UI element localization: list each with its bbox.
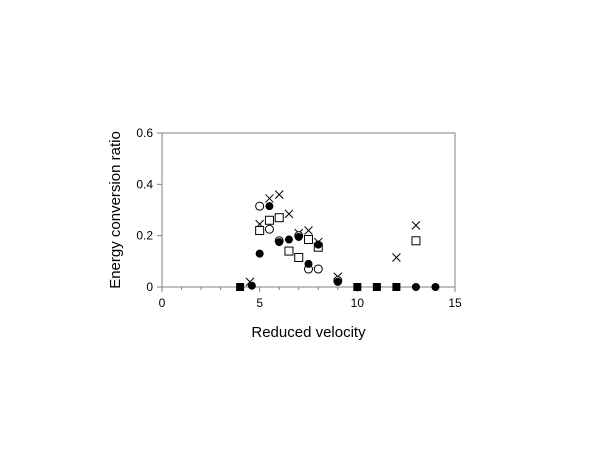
filled-circle-point bbox=[265, 202, 274, 211]
x-tick-label: 5 bbox=[256, 296, 263, 310]
filled-circle-point bbox=[294, 232, 303, 241]
y-axis-title: Energy conversion ratio bbox=[107, 131, 124, 289]
chart-axes bbox=[161, 132, 456, 288]
filled-circle-point bbox=[411, 283, 420, 291]
filled-circle-point bbox=[284, 235, 293, 244]
y-tick-label: 0 bbox=[146, 280, 153, 294]
filled-circle-point bbox=[431, 283, 440, 291]
cross-point bbox=[265, 194, 274, 203]
chart-ticks: 0 5 10 15 0 0.2 0.4 0.6 bbox=[136, 126, 462, 310]
x-tick-label: 0 bbox=[159, 296, 166, 310]
filled-circle-point bbox=[304, 259, 313, 268]
filled-square-point bbox=[372, 283, 381, 291]
plot-frame bbox=[161, 132, 456, 288]
filled-circle-point bbox=[333, 277, 342, 286]
cross-point bbox=[284, 209, 294, 219]
x-tick-label: 10 bbox=[351, 296, 365, 310]
filled-circle-point bbox=[255, 249, 264, 258]
filled-square-point bbox=[236, 283, 245, 291]
open-square-point bbox=[411, 236, 421, 246]
open-circle-point bbox=[313, 264, 323, 274]
filled-square-point bbox=[392, 283, 401, 291]
cross-point bbox=[392, 253, 401, 262]
chart-marks bbox=[236, 190, 440, 291]
open-square-point bbox=[304, 235, 313, 245]
filled-circle-point bbox=[275, 238, 284, 247]
cross-point bbox=[411, 221, 421, 230]
open-circle-point bbox=[264, 224, 274, 234]
open-square-point bbox=[264, 215, 274, 225]
open-square-point bbox=[255, 226, 265, 236]
y-tick-label: 0.2 bbox=[136, 229, 153, 243]
open-square-point bbox=[274, 213, 284, 223]
open-square-point bbox=[294, 252, 304, 262]
cross-point bbox=[274, 190, 284, 199]
open-circle-point bbox=[255, 201, 265, 211]
filled-circle-point bbox=[247, 281, 256, 290]
y-tick-label: 0.6 bbox=[136, 126, 153, 140]
filled-square-point bbox=[353, 283, 362, 291]
cross-point bbox=[304, 226, 313, 235]
open-square-point bbox=[284, 246, 294, 256]
x-tick-label: 15 bbox=[448, 296, 462, 310]
y-tick-label: 0.4 bbox=[136, 177, 153, 191]
x-axis-title: Reduced velocity bbox=[251, 324, 366, 341]
filled-circle-point bbox=[314, 240, 323, 249]
